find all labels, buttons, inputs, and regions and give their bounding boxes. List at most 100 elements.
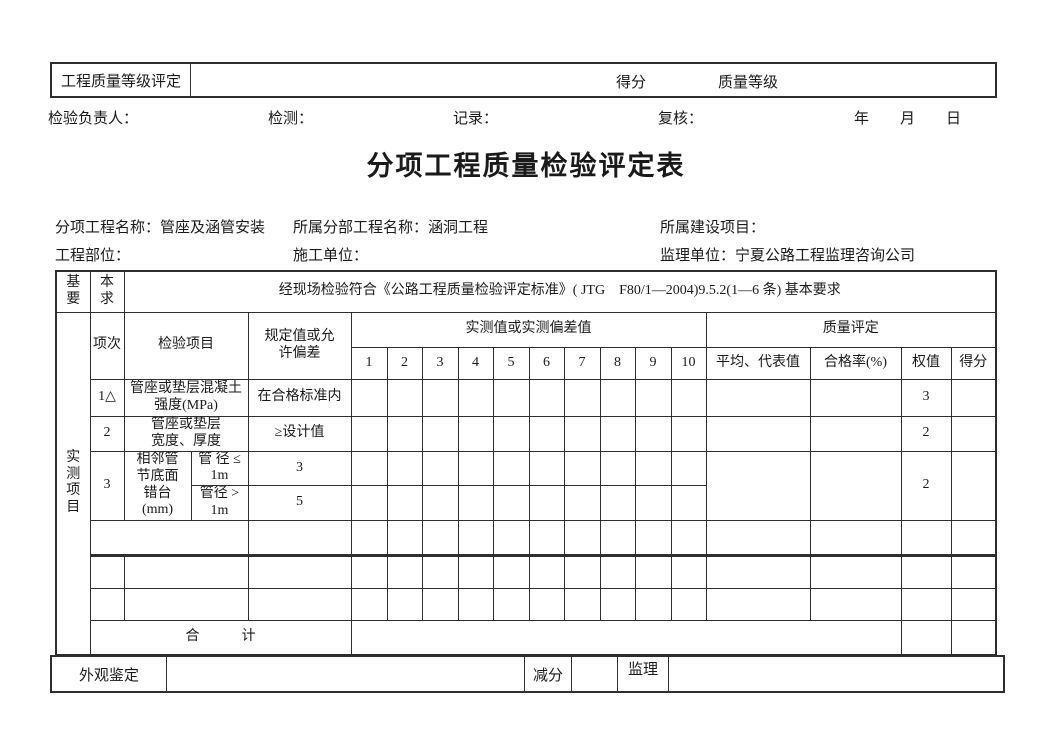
side-label-measured-items: 实 测 项 目 [55, 311, 91, 656]
total-label: 合 计 [89, 619, 352, 656]
row3b-spec: 5 [247, 485, 352, 521]
header-col-1: 1 [350, 346, 388, 380]
measure-cell [670, 450, 707, 487]
info-sub-project: 分项工程名称：管座及涵管安装 [55, 220, 266, 236]
measure-cell [670, 378, 707, 417]
grade-label: 质量等级 [718, 75, 779, 91]
measure-cell [599, 415, 636, 452]
measure-cell [634, 415, 672, 452]
measure-cell [350, 450, 388, 487]
row1-avg-cell [705, 378, 811, 417]
appearance-label: 外观鉴定 [52, 657, 167, 691]
row2-item: 管座或垫层 宽度、厚度 [123, 415, 249, 452]
measure-cell [563, 378, 601, 417]
measure-cell [350, 378, 388, 417]
measure-cell [563, 415, 601, 452]
header-col-10: 10 [670, 346, 707, 380]
row2-spec: ≥设计值 [247, 415, 352, 452]
header-col-4: 4 [457, 346, 494, 380]
measure-cell [528, 519, 565, 557]
appearance-value-cell [167, 657, 525, 691]
row2-score-cell [950, 415, 997, 452]
measure-cell [350, 587, 388, 621]
measure-cell [421, 450, 459, 487]
header-col-6: 6 [528, 346, 565, 380]
measure-cell [670, 554, 707, 589]
empty-row-cell [809, 519, 902, 557]
measure-cell [528, 415, 565, 452]
measure-cell [634, 519, 672, 557]
measure-cell [386, 587, 423, 621]
header-item-no: 项次 [89, 311, 125, 380]
row3a-spec: 3 [247, 450, 352, 487]
measure-cell [421, 378, 459, 417]
header-col-5: 5 [492, 346, 530, 380]
row3b-condition: 管径 > 1m [190, 485, 249, 521]
measure-cell [599, 450, 636, 487]
measure-cell [670, 485, 707, 521]
empty-row-cell [247, 554, 352, 589]
row2-pass-rate-cell [809, 415, 902, 452]
measure-cell [528, 378, 565, 417]
header-item: 检验项目 [123, 311, 249, 380]
measure-cell [492, 450, 530, 487]
measure-cell [563, 485, 601, 521]
form-title: 分项工程质量检验评定表 [366, 151, 686, 181]
measure-cell [421, 519, 459, 557]
measure-cell [421, 485, 459, 521]
measure-cell [634, 378, 672, 417]
measure-cell [670, 587, 707, 621]
info-construction-project: 所属建设项目： [660, 220, 766, 236]
empty-row-cell [123, 554, 249, 589]
row2-weight: 2 [900, 415, 952, 452]
measure-cell [386, 485, 423, 521]
measure-cell [563, 587, 601, 621]
measure-cell [386, 450, 423, 487]
sign-reviewer: 复核： [658, 111, 704, 127]
empty-row-cell [247, 587, 352, 621]
measure-cell [492, 587, 530, 621]
appearance-row: 外观鉴定 减分 监理 [50, 655, 1005, 693]
row3-score-cell [950, 450, 997, 521]
row3a-condition: 管 径 ≤ 1m [190, 450, 249, 487]
row3-no: 3 [89, 450, 125, 521]
date-day-label: 日 [946, 111, 962, 127]
measure-cell [563, 450, 601, 487]
empty-row-cell [950, 554, 997, 589]
supervision-label: 监理 [618, 657, 669, 691]
basic-req-text: 经现场检验符合《公路工程质量检验评定标准》( JTG F80/1—2004)9.… [123, 270, 997, 313]
measure-cell [350, 415, 388, 452]
row3-item: 相邻管 节底面 错台 (mm) [123, 450, 192, 521]
measure-cell [457, 415, 494, 452]
sign-recorder: 记录： [453, 111, 499, 127]
empty-row-cell [809, 554, 902, 589]
empty-row-cell [89, 587, 125, 621]
total-weight-cell [900, 619, 952, 656]
header-measured: 实测值或实测偏差值 [350, 311, 707, 348]
empty-row-cell [89, 554, 125, 589]
measure-cell [634, 554, 672, 589]
measure-cell [492, 378, 530, 417]
header-spec: 规定值或允 许偏差 [247, 311, 352, 380]
measure-cell [386, 415, 423, 452]
row2-no: 2 [89, 415, 125, 452]
row3-avg-cell [705, 450, 811, 521]
date-year-label: 年 [854, 111, 870, 127]
grade-eval-label: 工程质量等级评定 [52, 64, 191, 96]
measure-cell [350, 485, 388, 521]
measure-cell [457, 450, 494, 487]
row1-spec: 在合格标准内 [247, 378, 352, 417]
measure-cell [492, 415, 530, 452]
header-col-8: 8 [599, 346, 636, 380]
empty-row-cell [900, 519, 952, 557]
measure-cell [599, 519, 636, 557]
score-label: 得分 [616, 75, 647, 91]
empty-row-cell [900, 554, 952, 589]
header-avg: 平均、代表值 [705, 346, 811, 380]
measure-cell [421, 415, 459, 452]
empty-row-cell [900, 587, 952, 621]
info-supervisor: 监理单位：宁夏公路工程监理咨询公司 [660, 248, 916, 264]
sign-tester: 检测： [268, 111, 314, 127]
header-col-7: 7 [563, 346, 601, 380]
